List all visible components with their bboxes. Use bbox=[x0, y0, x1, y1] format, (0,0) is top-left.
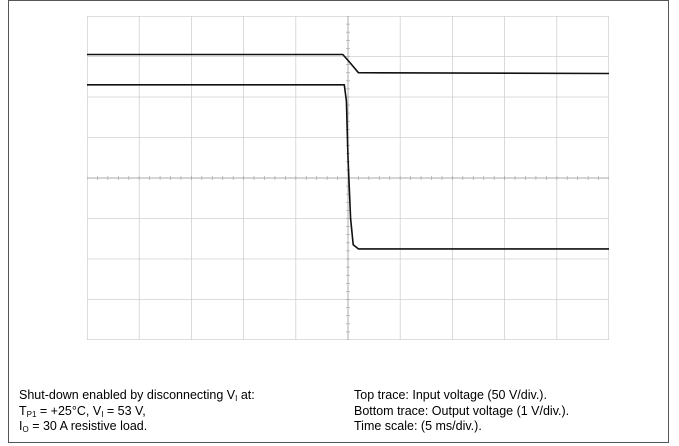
subscript: O bbox=[22, 425, 29, 434]
caption-bottom-trace: Bottom trace: Output voltage (1 V/div.). bbox=[354, 403, 570, 418]
caption-text: = +25°C, V bbox=[36, 403, 102, 418]
caption-text: at: bbox=[237, 388, 255, 402]
caption-line-2: TP1 = +25°C, VI = 53 V, bbox=[19, 404, 255, 420]
caption-time-scale: Time scale: (5 ms/div.). bbox=[354, 419, 482, 433]
caption-top-trace: Top trace: Input voltage (50 V/div.). bbox=[354, 388, 547, 402]
subscript: I bbox=[235, 394, 238, 403]
bottom-trace-line bbox=[87, 84, 609, 250]
subscript: P1 bbox=[26, 409, 37, 419]
top-trace-line bbox=[87, 53, 609, 75]
subscript: I bbox=[101, 409, 104, 419]
oscilloscope-plot: 12 bbox=[87, 16, 609, 340]
caption-traces: Top trace: Input voltage (50 V/div.). Bo… bbox=[354, 388, 569, 435]
caption-text: T bbox=[19, 403, 27, 418]
caption-line-3: IO = 30 A resistive load. bbox=[19, 419, 255, 435]
caption-text: = 53 V, bbox=[103, 403, 146, 418]
grid bbox=[87, 16, 609, 340]
figure-frame bbox=[8, 0, 669, 443]
caption-text: = 30 A resistive load. bbox=[28, 419, 148, 433]
caption-line-1: Shut-down enabled by disconnecting VI at… bbox=[19, 388, 255, 404]
traces bbox=[87, 53, 609, 250]
caption-conditions: Shut-down enabled by disconnecting VI at… bbox=[19, 388, 255, 435]
caption-text: Shut-down enabled by disconnecting V bbox=[19, 388, 236, 402]
caption-text: I bbox=[19, 419, 23, 433]
